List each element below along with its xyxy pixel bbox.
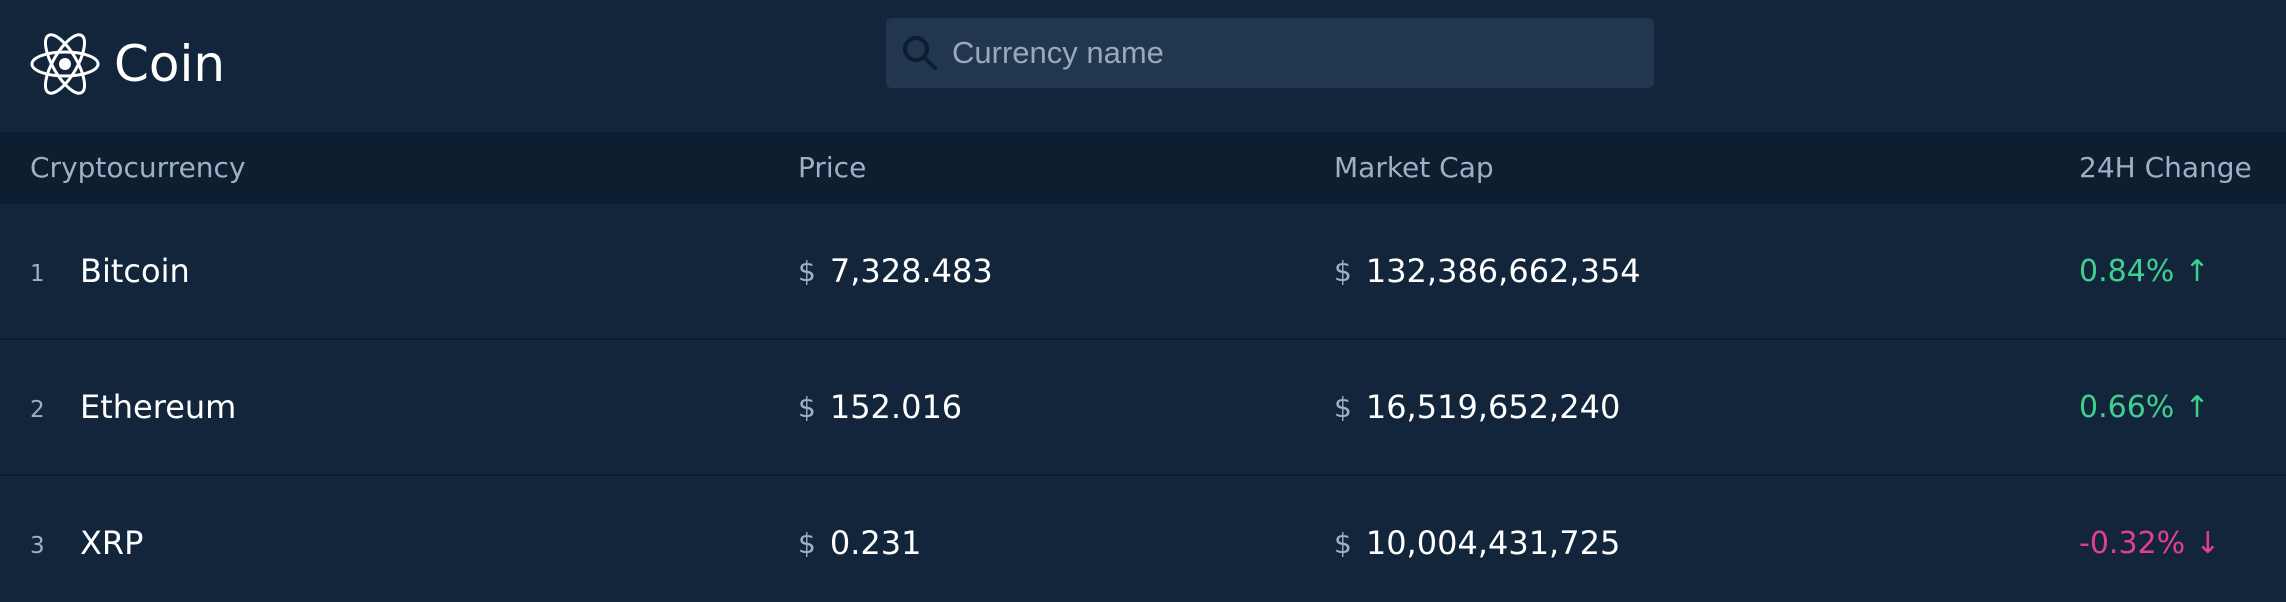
currency-name: Bitcoin bbox=[80, 252, 190, 290]
search-icon bbox=[903, 36, 937, 70]
price-currency-symbol: $ bbox=[798, 390, 816, 424]
column-header-24h-change[interactable]: 24H Change bbox=[2079, 151, 2252, 184]
market-cap-value: 132,386,662,354 bbox=[1365, 252, 1641, 290]
price-currency-symbol: $ bbox=[798, 526, 816, 560]
table-row[interactable]: 2 Ethereum $ 152.016 $ 16,519,652,240 0.… bbox=[0, 340, 2286, 476]
column-header-cryptocurrency[interactable]: Cryptocurrency bbox=[30, 151, 246, 184]
market-cap-currency-symbol: $ bbox=[1334, 390, 1352, 424]
change-value: 0.66% bbox=[2079, 389, 2175, 425]
row-rank: 3 bbox=[30, 533, 45, 559]
table-header: Cryptocurrency Price Market Cap 24H Chan… bbox=[0, 132, 2286, 204]
arrow-up-icon: ↑ bbox=[2184, 389, 2210, 425]
search-input[interactable] bbox=[950, 22, 1638, 84]
column-header-market-cap[interactable]: Market Cap bbox=[1334, 151, 1494, 184]
price-value: 152.016 bbox=[829, 388, 963, 426]
search-box[interactable] bbox=[886, 18, 1654, 88]
table-row[interactable]: 3 XRP $ 0.231 $ 10,004,431,725 -0.32% ↓ bbox=[0, 476, 2286, 602]
table-row[interactable]: 1 Bitcoin $ 7,328.483 $ 132,386,662,354 … bbox=[0, 204, 2286, 340]
price-value: 7,328.483 bbox=[829, 252, 993, 290]
change-value: 0.84% bbox=[2079, 253, 2175, 289]
row-rank: 1 bbox=[30, 261, 45, 287]
market-cap-value: 10,004,431,725 bbox=[1365, 524, 1621, 562]
currency-list: 1 Bitcoin $ 7,328.483 $ 132,386,662,354 … bbox=[0, 204, 2286, 602]
market-cap-value: 16,519,652,240 bbox=[1365, 388, 1621, 426]
header: Coin bbox=[0, 0, 2286, 132]
currency-name: Ethereum bbox=[80, 388, 237, 426]
arrow-up-icon: ↑ bbox=[2184, 253, 2210, 289]
row-rank: 2 bbox=[30, 397, 45, 423]
atom-icon bbox=[30, 33, 100, 95]
change-value: -0.32% bbox=[2079, 525, 2186, 561]
price-currency-symbol: $ bbox=[798, 254, 816, 288]
logo[interactable]: Coin bbox=[28, 28, 225, 100]
arrow-down-icon: ↓ bbox=[2195, 525, 2221, 561]
price-value: 0.231 bbox=[829, 524, 922, 562]
app-title: Coin bbox=[114, 35, 226, 93]
market-cap-currency-symbol: $ bbox=[1334, 254, 1352, 288]
market-cap-currency-symbol: $ bbox=[1334, 526, 1352, 560]
column-header-price[interactable]: Price bbox=[798, 151, 867, 184]
currency-name: XRP bbox=[80, 524, 144, 562]
